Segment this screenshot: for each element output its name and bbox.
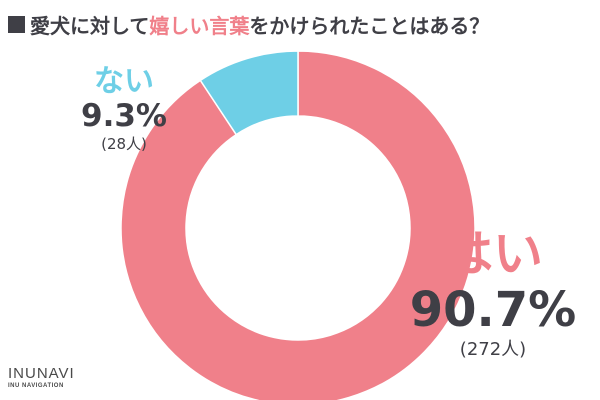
title-square-icon [8,15,25,33]
title-text-part2: をかけられたことはある？ [249,13,490,38]
title-text-part1: 愛犬に対して [30,13,150,38]
label-no-percent: 9.3% [81,98,167,134]
label-no-name: ない [94,64,154,99]
label-yes-name: はい [443,225,543,283]
slice-yes [120,50,476,400]
slice-no [199,50,299,136]
label-no: ない 9.3% (28人) [74,66,174,154]
label-yes: はい 90.7% (272人) [408,226,578,362]
chart-title: 愛犬に対して 嬉しい言葉 をかけられたことはある？ [8,10,489,38]
label-yes-count: (272人) [459,339,527,360]
label-no-count: (28人) [101,135,147,153]
label-yes-percent: 90.7% [409,282,577,338]
title-text-highlight: 嬉しい言葉 [149,13,250,38]
inunavi-logo: INUNAVI INU NAVIGATION [8,366,75,390]
logo-sub-text: INU NAVIGATION [8,383,64,389]
logo-main-text: INUNAVI [8,365,75,382]
